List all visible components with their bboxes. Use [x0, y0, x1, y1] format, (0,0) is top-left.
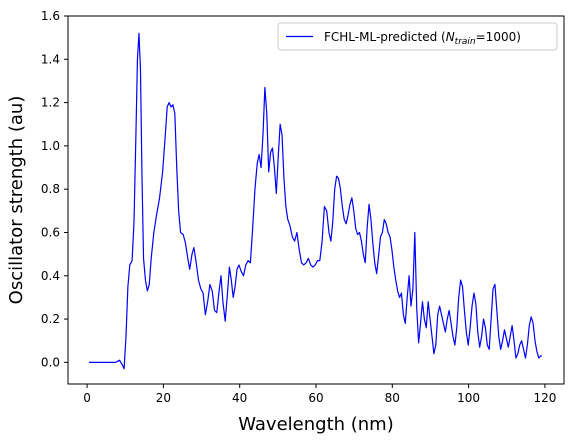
x-tick-label: 80 [385, 391, 400, 405]
x-tick-label: 40 [232, 391, 247, 405]
legend: FCHL-ML-predicted (Ntrain=1000) [277, 22, 558, 51]
x-tick-label: 60 [308, 391, 323, 405]
labels-layer: 0 20 40 60 80 100 120 0.0 0.2 0.4 0.6 0.8 1.0 1.2 1.4 1… [6, 9, 556, 435]
series-line-0 [88, 32, 542, 370]
y-tick-label: 0.0 [41, 355, 60, 369]
x-tick-label: 0 [83, 391, 91, 405]
y-tick-label: 1.4 [41, 52, 60, 66]
x-tick-label: 20 [156, 391, 171, 405]
y-tick-label: 0.2 [41, 312, 60, 326]
x-tick-label: 100 [457, 391, 480, 405]
y-tick-label: 1.2 [41, 96, 60, 110]
axes-layer [64, 15, 565, 388]
x-axis-label: Wavelength (nm) [238, 414, 394, 435]
legend-label: FCHL-ML-predicted (Ntrain=1000) [324, 30, 521, 47]
y-axis-label: Oscillator strength (au) [6, 96, 27, 305]
plot-layer [88, 32, 542, 370]
legend-box [277, 22, 558, 51]
y-tick-label: 0.8 [41, 182, 60, 196]
y-tick-label: 0.6 [41, 225, 60, 239]
y-tick-label: 0.4 [41, 269, 60, 283]
x-tick-label: 120 [533, 391, 556, 405]
y-tick-label: 1.6 [41, 9, 60, 23]
y-tick-label: 1.0 [41, 139, 60, 153]
